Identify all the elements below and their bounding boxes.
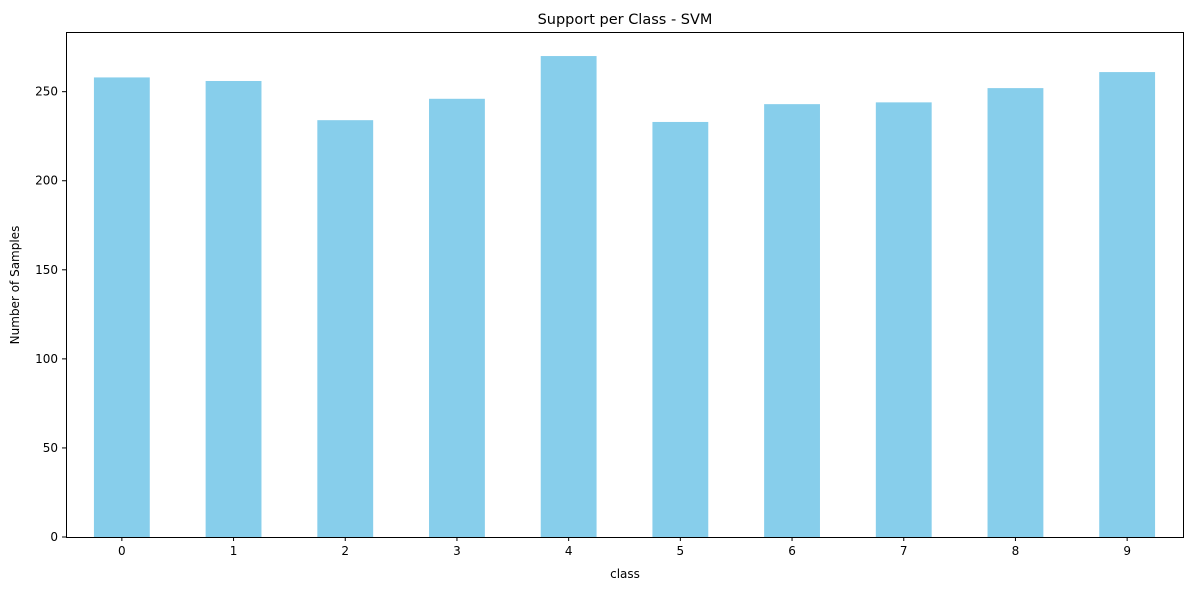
- bar-class-7: [875, 102, 932, 538]
- x-axis-ticks: 0 1 2 3 4 5 6 7 8 9: [118, 537, 1131, 558]
- bar-class-3: [429, 98, 485, 537]
- y-tick-label: 150: [35, 263, 58, 277]
- x-tick-label: 8: [1012, 544, 1020, 558]
- bar-class-1: [205, 80, 262, 537]
- x-tick-label: 1: [230, 544, 238, 558]
- x-tick-label: 3: [453, 544, 461, 558]
- y-tick-label: 200: [35, 174, 58, 188]
- bar-class-6: [764, 104, 820, 538]
- bar-class-0: [93, 77, 150, 537]
- bar-class-5: [652, 121, 709, 538]
- x-tick-label: 4: [565, 544, 573, 558]
- x-tick-label: 6: [788, 544, 796, 558]
- y-axis-ticks: 0 50 100 150 200 250: [35, 85, 66, 544]
- x-tick-label: 5: [677, 544, 685, 558]
- x-tick-label: 0: [118, 544, 126, 558]
- bars-group: [93, 56, 1156, 538]
- x-axis-label: class: [610, 567, 640, 581]
- chart-title: Support per Class - SVM: [538, 12, 713, 28]
- y-tick-label: 250: [35, 85, 58, 99]
- y-axis-label: Number of Samples: [8, 226, 22, 345]
- bar-class-8: [987, 88, 1044, 537]
- x-tick-label: 2: [341, 544, 349, 558]
- x-tick-label: 7: [900, 544, 908, 558]
- plot-frame: [66, 32, 1184, 538]
- bar-class-4: [540, 56, 597, 538]
- y-tick-label: 100: [35, 352, 58, 366]
- y-tick-label: 50: [43, 441, 58, 455]
- bar-class-2: [317, 120, 374, 537]
- y-tick-label: 0: [50, 530, 58, 544]
- bar-class-9: [1099, 72, 1156, 537]
- x-tick-label: 9: [1123, 544, 1131, 558]
